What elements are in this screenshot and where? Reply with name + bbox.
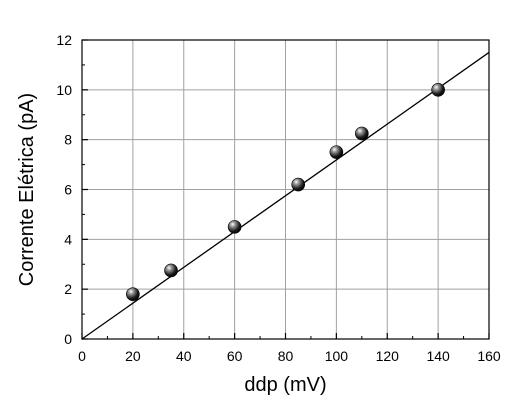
fit-line (81, 51, 490, 340)
x-tick-label: 60 (227, 348, 243, 364)
data-point (329, 145, 344, 159)
y-tick-label: 0 (64, 331, 72, 347)
y-tick-label: 8 (64, 132, 72, 148)
y-tick-label: 10 (56, 82, 72, 98)
data-point (355, 126, 369, 141)
data-points (126, 83, 445, 301)
grid-lines (82, 40, 489, 339)
data-point (126, 287, 140, 301)
x-axis-label: ddp (mV) (244, 374, 326, 396)
x-tick-label: 20 (125, 348, 141, 364)
y-tick-label: 4 (64, 231, 72, 247)
data-point (164, 263, 178, 278)
x-tick-label: 160 (477, 348, 501, 364)
x-tick-labels: 0 20 40 60 80 100 120 140 160 (78, 348, 501, 364)
axis-ticks (81, 39, 490, 340)
x-tick-label: 120 (376, 348, 400, 364)
y-tick-label: 2 (64, 281, 72, 297)
fit-line-layer (81, 51, 490, 340)
data-point (227, 220, 242, 234)
x-tick-label: 80 (278, 348, 294, 364)
data-point (431, 83, 445, 97)
x-tick-label: 0 (78, 348, 86, 364)
y-tick-labels: 0 2 4 6 8 10 12 (56, 32, 72, 347)
y-tick-label: 12 (56, 32, 72, 48)
x-tick-label: 140 (426, 348, 450, 364)
x-tick-label: 40 (176, 348, 192, 364)
y-tick-label: 6 (64, 182, 72, 198)
x-tick-label: 100 (325, 348, 349, 364)
data-point (291, 177, 306, 192)
y-axis-label: Corrente Elétrica (pA) (16, 93, 38, 286)
